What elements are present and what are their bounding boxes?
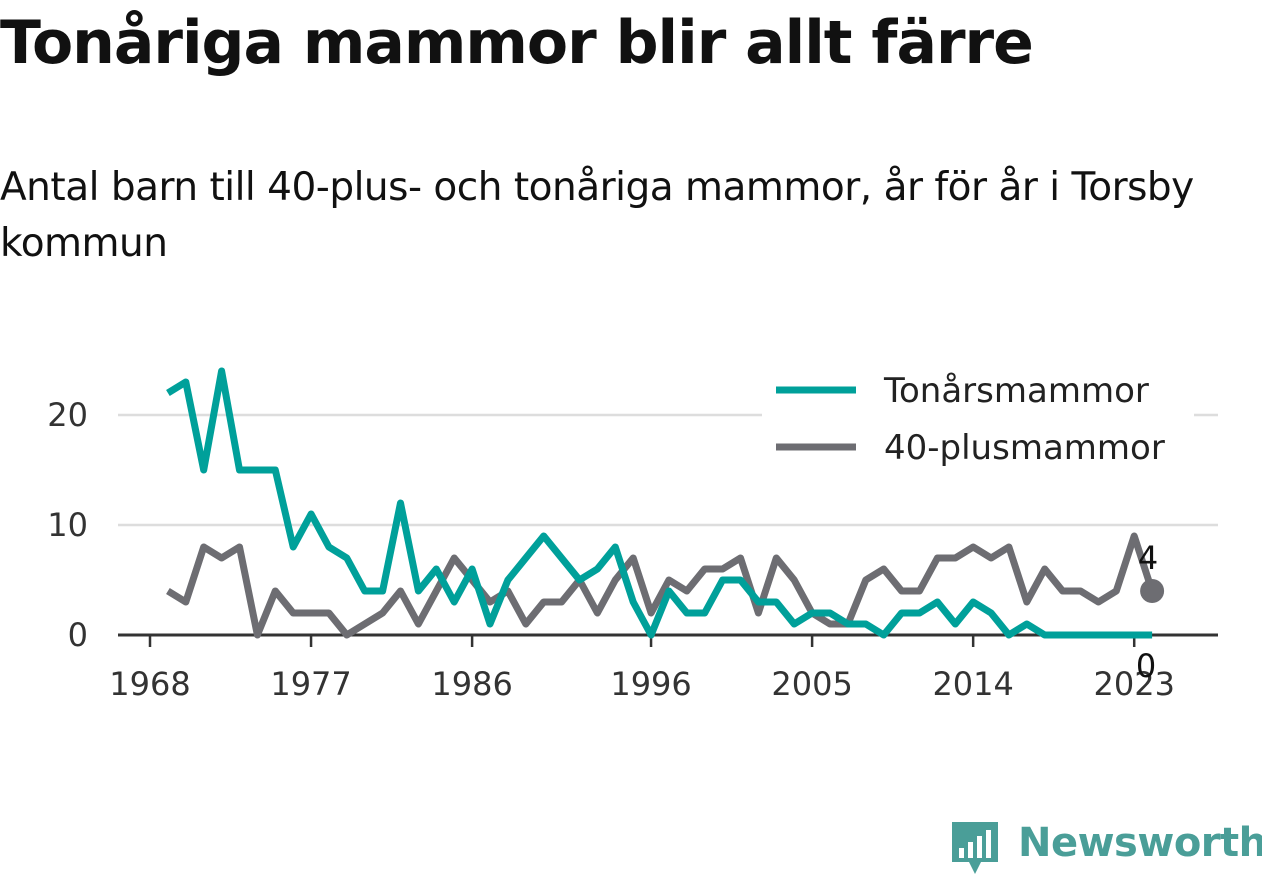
series-line-tonarsmammor — [166, 367, 1153, 639]
legend-label-40-plusmammor: 40-plusmammor — [884, 428, 1165, 468]
x-tick-label: 2014 — [932, 665, 1013, 703]
newsworthy-logo: Newsworthy — [950, 818, 1262, 880]
x-tick-label: 1996 — [610, 665, 691, 703]
end-label-40-plusmammor: 4 — [1138, 539, 1158, 577]
x-tick-label: 1977 — [270, 665, 351, 703]
end-labels: 40 — [1136, 539, 1165, 685]
x-tick-label: 1968 — [109, 665, 190, 703]
legend-background — [762, 362, 1194, 472]
x-tick-label: 1986 — [431, 665, 512, 703]
chart-subtitle: Antal barn till 40-plus- och tonåriga ma… — [0, 165, 1194, 266]
end-label-tonarsmammor: 0 — [1136, 647, 1156, 685]
bar-chart-icon — [952, 822, 998, 874]
x-axis-ticks: 1968 1977 1986 1996 2005 2014 2023 — [109, 635, 1175, 703]
chart-title: Tonåriga mammor blir allt färre — [0, 8, 1034, 78]
end-marker-40-plusmammor — [1140, 579, 1165, 603]
legend-label-tonarsmammor: Tonårsmammor — [883, 371, 1149, 411]
y-axis-ticks: 0 10 20 — [47, 396, 88, 654]
x-tick-label: 2023 — [1093, 665, 1174, 703]
series-lines — [166, 367, 1156, 639]
y-tick-label: 10 — [47, 506, 88, 544]
x-tick-label: 2005 — [771, 665, 852, 703]
series-line-40-plusmammor — [166, 532, 1156, 639]
y-tick-label: 0 — [68, 616, 88, 654]
legend: Tonårsmammor 40-plusmammor — [762, 362, 1194, 472]
y-tick-label: 20 — [47, 396, 88, 434]
brand-name: Newsworthy — [1018, 820, 1262, 866]
